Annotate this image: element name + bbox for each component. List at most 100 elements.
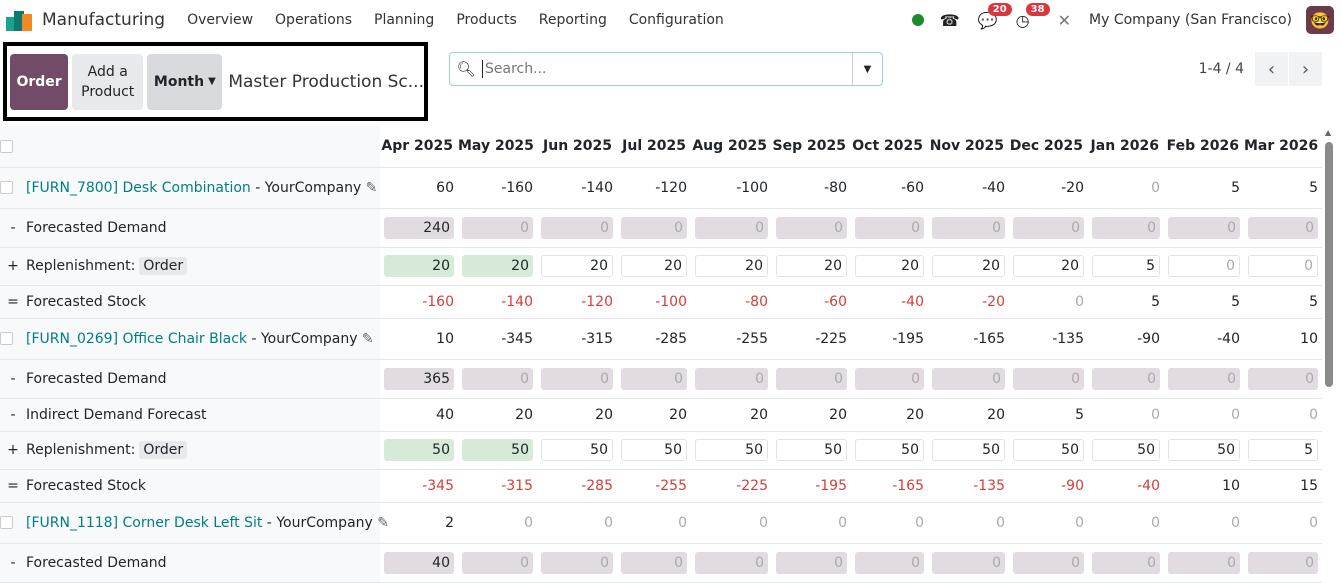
- replenishment-input[interactable]: 50: [1092, 439, 1160, 461]
- forecast-demand-input[interactable]: 0: [1092, 216, 1160, 239]
- replenishment-input[interactable]: 20: [621, 255, 687, 277]
- replenishment-input[interactable]: 20: [855, 255, 924, 277]
- forecast-demand-input[interactable]: 0: [695, 551, 768, 574]
- tools-icon[interactable]: ✕: [1057, 10, 1072, 30]
- forecast-demand-input[interactable]: 0: [541, 367, 613, 390]
- replenishment-input[interactable]: 50: [1013, 439, 1084, 461]
- search-options-toggle[interactable]: ▼: [852, 53, 882, 85]
- forecast-demand-input[interactable]: 0: [462, 216, 533, 239]
- forecast-demand-input[interactable]: 0: [1092, 367, 1160, 390]
- replenishment-input[interactable]: 20: [776, 255, 847, 277]
- forecast-demand-input[interactable]: 0: [541, 216, 613, 239]
- pager-previous-icon[interactable]: ‹: [1255, 52, 1288, 86]
- period-month-dropdown[interactable]: Month ▼: [147, 53, 223, 110]
- replenishment-input[interactable]: 20: [462, 255, 533, 277]
- menu-products[interactable]: Products: [456, 12, 517, 28]
- company-switcher[interactable]: My Company (San Francisco): [1089, 12, 1292, 28]
- search-input[interactable]: [482, 60, 852, 78]
- forecast-demand-input[interactable]: 0: [855, 551, 924, 574]
- forecast-demand-input[interactable]: 0: [1168, 216, 1240, 239]
- order-button[interactable]: Order: [10, 53, 69, 110]
- vertical-scrollbar[interactable]: ▲: [1324, 128, 1334, 573]
- forecast-demand-input[interactable]: 240: [384, 216, 454, 239]
- forecast-demand-input[interactable]: 0: [776, 216, 847, 239]
- forecast-demand-input[interactable]: 0: [776, 551, 847, 574]
- activities-clock-icon[interactable]: ◷ 38: [1016, 2, 1050, 30]
- pager-value[interactable]: 1-4 / 4: [1198, 61, 1244, 77]
- forecast-demand-input[interactable]: 0: [932, 367, 1005, 390]
- forecast-demand-input[interactable]: 0: [1168, 551, 1240, 574]
- product-checkbox[interactable]: [0, 516, 13, 529]
- forecast-demand-input[interactable]: 0: [1168, 367, 1240, 390]
- edit-pencil-icon[interactable]: ✎: [361, 179, 378, 196]
- demand-cell: 0: [1164, 359, 1244, 399]
- forecast-demand-input[interactable]: 0: [1248, 551, 1318, 574]
- product-link[interactable]: [FURN_7800] Desk Combination: [26, 179, 251, 196]
- forecast-demand-input[interactable]: 0: [621, 367, 687, 390]
- forecast-demand-input[interactable]: 0: [855, 367, 924, 390]
- replenishment-input[interactable]: 50: [932, 439, 1005, 461]
- replenishment-input[interactable]: 50: [1168, 439, 1240, 461]
- row-label: Forecasted Demand: [26, 370, 167, 387]
- replenishment-input[interactable]: 20: [932, 255, 1005, 277]
- replenishment-input[interactable]: 5: [1092, 255, 1160, 277]
- forecast-demand-input[interactable]: 0: [1013, 551, 1084, 574]
- forecast-demand-input[interactable]: 0: [621, 551, 687, 574]
- replenishment-input[interactable]: 50: [855, 439, 924, 461]
- stock-value: -140: [501, 293, 533, 310]
- scrollbar-thumb[interactable]: [1325, 142, 1333, 387]
- replenishment-input[interactable]: 20: [541, 255, 613, 277]
- forecast-demand-input[interactable]: 0: [932, 216, 1005, 239]
- forecast-demand-input[interactable]: 0: [1248, 216, 1318, 239]
- plain-cell: 0: [1088, 398, 1164, 432]
- edit-pencil-icon[interactable]: ✎: [357, 330, 374, 347]
- select-all-checkbox[interactable]: [0, 139, 13, 153]
- stock-cell: 5: [1244, 285, 1322, 319]
- forecast-demand-input[interactable]: 0: [932, 551, 1005, 574]
- scroll-up-icon[interactable]: ▲: [1325, 128, 1332, 137]
- replenishment-input[interactable]: 50: [776, 439, 847, 461]
- menu-operations[interactable]: Operations: [275, 12, 352, 28]
- replenishment-input[interactable]: 20: [695, 255, 768, 277]
- forecast-demand-input[interactable]: 0: [1092, 551, 1160, 574]
- forecast-demand-input[interactable]: 0: [695, 367, 768, 390]
- phone-icon[interactable]: ☎: [939, 10, 960, 30]
- forecast-demand-input[interactable]: 0: [621, 216, 687, 239]
- replenishment-input[interactable]: 20: [384, 255, 454, 277]
- forecast-demand-input[interactable]: 0: [462, 551, 533, 574]
- forecast-demand-input[interactable]: 365: [384, 367, 454, 390]
- menu-overview[interactable]: Overview: [187, 12, 254, 28]
- menu-planning[interactable]: Planning: [374, 12, 435, 28]
- replenishment-input[interactable]: 50: [384, 439, 454, 461]
- forecast-demand-input[interactable]: 0: [1013, 216, 1084, 239]
- product-link[interactable]: [FURN_0269] Office Chair Black: [26, 330, 248, 347]
- product-checkbox[interactable]: [0, 181, 13, 194]
- forecast-demand-input[interactable]: 0: [776, 367, 847, 390]
- replenishment-input[interactable]: 50: [462, 439, 533, 461]
- forecast-demand-input[interactable]: 0: [1013, 367, 1084, 390]
- app-name[interactable]: Manufacturing: [42, 10, 166, 30]
- pager-next-icon[interactable]: ›: [1289, 52, 1322, 86]
- product-link[interactable]: [FURN_1118] Corner Desk Left Sit: [26, 514, 263, 531]
- product-checkbox[interactable]: [0, 332, 13, 345]
- messages-icon[interactable]: 💬 20: [978, 2, 1012, 30]
- forecast-demand-input[interactable]: 0: [1248, 367, 1318, 390]
- edit-pencil-icon[interactable]: ✎: [372, 514, 389, 531]
- replenishment-input[interactable]: 20: [1013, 255, 1084, 277]
- user-avatar[interactable]: 🤓: [1306, 6, 1334, 34]
- replenishment-input[interactable]: 5: [1248, 439, 1318, 461]
- replenish-cell: 50: [537, 431, 617, 470]
- forecast-demand-input[interactable]: 0: [695, 216, 768, 239]
- forecast-demand-input[interactable]: 40: [384, 551, 454, 574]
- forecast-demand-input[interactable]: 0: [541, 551, 613, 574]
- replenishment-input[interactable]: 50: [621, 439, 687, 461]
- replenishment-input[interactable]: 0: [1168, 255, 1240, 277]
- forecast-demand-input[interactable]: 0: [462, 367, 533, 390]
- menu-configuration[interactable]: Configuration: [628, 12, 724, 28]
- replenishment-input[interactable]: 50: [541, 439, 613, 461]
- replenishment-input[interactable]: 0: [1248, 255, 1318, 277]
- add-product-button[interactable]: Add a Product: [72, 53, 144, 110]
- forecast-demand-input[interactable]: 0: [855, 216, 924, 239]
- menu-reporting[interactable]: Reporting: [538, 12, 607, 28]
- replenishment-input[interactable]: 50: [695, 439, 768, 461]
